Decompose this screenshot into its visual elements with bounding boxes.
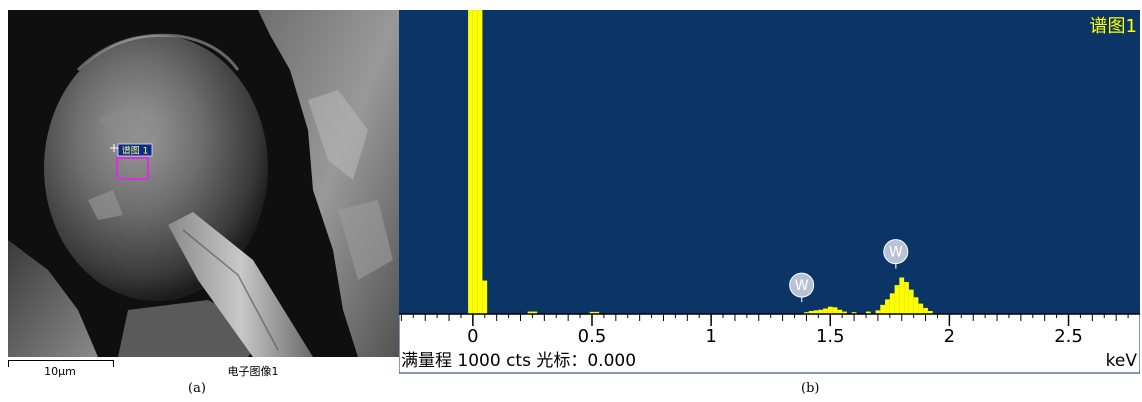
x-axis-tick-label: 1.5 (816, 326, 845, 347)
x-axis-tick-label: 0.5 (578, 326, 607, 347)
plot-frame (399, 10, 1140, 374)
spectrum-bar (894, 285, 900, 314)
scale-bar-label: 10µm (44, 365, 76, 378)
spectrum-bar (804, 312, 809, 314)
spectrum-bar (904, 282, 909, 314)
peak-markers: WW (789, 239, 909, 303)
spectrum-bar (468, 10, 473, 314)
spectrum-bar (842, 311, 847, 314)
peak-label-circle (789, 272, 815, 298)
spectrum-bar (899, 277, 905, 314)
plot-background (399, 10, 1140, 314)
spectrum-bar (527, 311, 533, 314)
peak-label-text: W (795, 278, 809, 294)
sem-micrograph: 谱图 1 (8, 10, 399, 357)
spectrum-bar (832, 307, 838, 314)
peak-label: W (789, 272, 815, 303)
spectrum-bar (827, 306, 833, 314)
spectrum-bar (589, 311, 595, 314)
x-axis-tick-label: 1 (705, 326, 716, 347)
eds-spectrum-chart: WW 0 0.5 1 1.5 2 2.5 谱图1 满量程 1000 cts 光标：0.00… (399, 10, 1140, 374)
panel-a-label: (a) (188, 381, 206, 396)
peak-label: W (883, 239, 909, 269)
x-axis-tick-labels: 0 0.5 1 1.5 2 2.5 (467, 326, 1083, 347)
x-axis-tick-label: 0 (467, 326, 478, 347)
spectrum-bar (837, 309, 843, 314)
spectrum-bar (875, 310, 881, 314)
spectrum-bar (851, 312, 857, 314)
spectrum-bar (532, 311, 538, 314)
spectrum-title: 谱图1 (1090, 16, 1137, 37)
spectrum-bar (866, 311, 871, 314)
spectrum-bar (808, 310, 814, 314)
x-axis-tick-label: 2.5 (1054, 326, 1083, 347)
x-axis-tick-label: 2 (944, 326, 955, 347)
spectrum-marker-box (116, 157, 149, 180)
spectrum-bar (823, 308, 828, 314)
spectrum-bar (477, 10, 483, 314)
sem-image-panel: 谱图 1 10µm 电子图像1 (8, 10, 399, 379)
panel-b-label: (b) (801, 381, 820, 396)
spectrum-bars (468, 10, 933, 314)
scale-bar (8, 360, 114, 367)
spectrum-bar (885, 299, 890, 314)
spectrum-bar (594, 311, 600, 314)
spectrum-marker-label: 谱图 1 (122, 145, 149, 157)
image-caption: 电子图像1 (227, 365, 279, 378)
sem-footer: 10µm 电子图像1 (8, 357, 399, 379)
crosshair-icon (110, 144, 118, 152)
spectrum-bar (927, 310, 933, 314)
spectrum-bar (908, 289, 914, 314)
spectrum-marker-tag (117, 143, 153, 157)
spectrum-bar (923, 307, 928, 314)
spectrum-bar (889, 293, 895, 314)
spectrum-bar (818, 309, 824, 314)
peak-label-text: W (889, 245, 903, 261)
x-axis-ticks (400, 314, 1129, 326)
spectrum-bar (813, 310, 819, 314)
full-scale-readout: 满量程 1000 cts 光标：0.000 (401, 351, 636, 371)
spectrum-bar (880, 304, 886, 314)
spectrum-bar (472, 10, 478, 314)
x-unit-label: keV (1106, 351, 1138, 371)
spectrum-bar (913, 297, 919, 314)
peak-label-circle (883, 239, 909, 265)
spectrum-bar (918, 303, 924, 314)
spectrum-bar (482, 280, 488, 314)
